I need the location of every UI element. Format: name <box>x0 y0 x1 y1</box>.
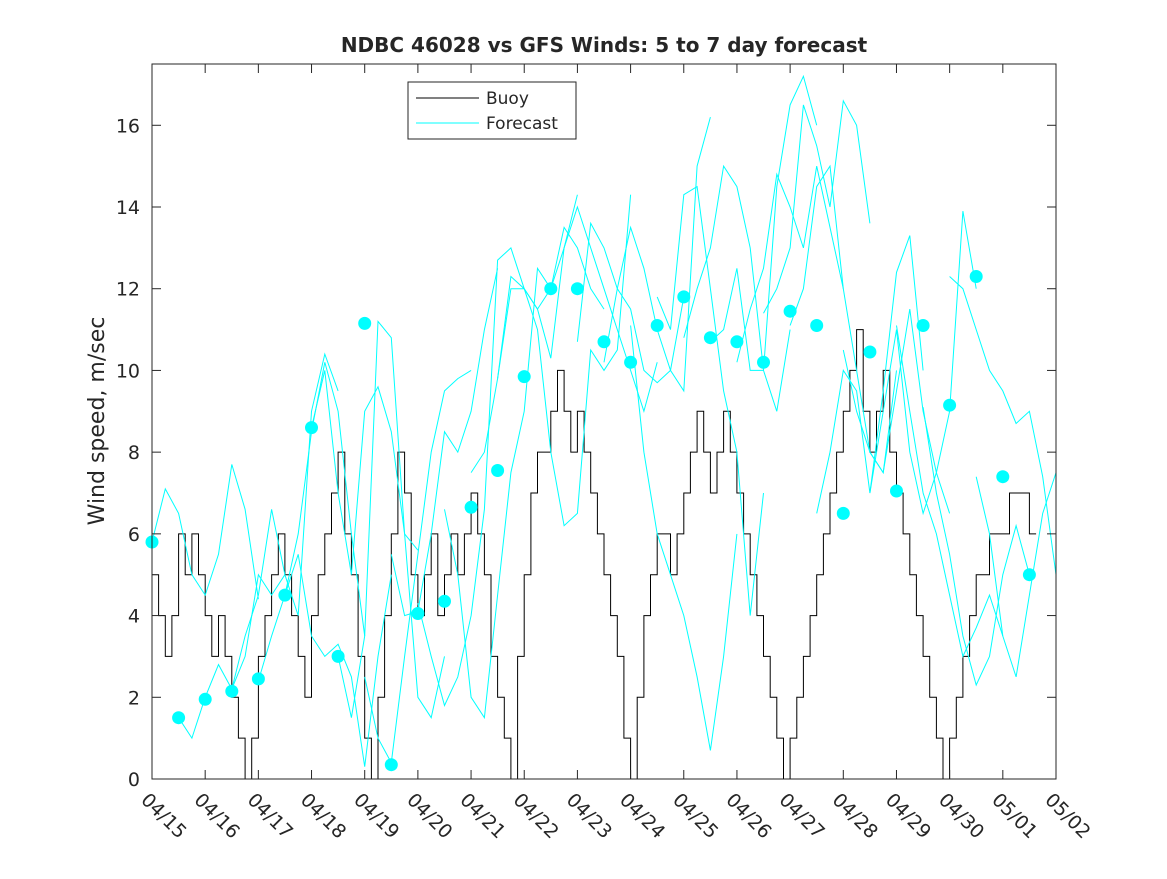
forecast-marker <box>943 398 957 412</box>
forecast-line-18 <box>656 185 764 616</box>
forecast-marker <box>358 316 372 330</box>
forecast-line-8 <box>390 268 499 617</box>
forecast-line-2 <box>231 352 339 690</box>
forecast-marker <box>863 345 877 359</box>
y-tick-label: 6 <box>128 524 140 546</box>
forecast-marker <box>198 692 212 706</box>
forecast-marker <box>757 355 770 369</box>
forecast-line-9 <box>417 247 525 707</box>
forecast-marker <box>650 319 664 332</box>
forecast-marker <box>730 335 744 349</box>
forecast-marker <box>783 304 797 318</box>
y-tick-label: 4 <box>128 606 140 628</box>
plot-frame <box>151 63 1057 780</box>
forecast-marker <box>1022 568 1036 582</box>
forecast-marker <box>969 270 983 283</box>
y-tick-label: 2 <box>128 687 140 709</box>
forecast-marker <box>570 282 584 296</box>
forecast-line-5 <box>311 370 419 575</box>
forecast-marker <box>597 335 611 349</box>
y-tick-label: 0 <box>128 769 140 791</box>
forecast-marker <box>251 672 265 686</box>
forecast-line-30 <box>975 472 1057 678</box>
forecast-line-6 <box>337 320 445 719</box>
forecast-line-22 <box>763 99 871 314</box>
y-axis: 0 2 4 6 8 10 12 14 16 <box>116 115 1056 791</box>
forecast-marker <box>305 421 318 435</box>
forecast-marker <box>544 282 558 296</box>
forecast-marker <box>438 594 451 608</box>
y-tick-label: 10 <box>116 360 140 382</box>
forecast-marker <box>411 607 425 620</box>
forecast-marker <box>890 484 903 498</box>
forecast-line-0 <box>151 464 259 600</box>
marker-layer <box>145 270 1036 772</box>
forecast-line-21 <box>736 165 844 363</box>
legend-label-buoy: Buoy <box>486 89 529 109</box>
forecast-marker <box>491 464 505 477</box>
forecast-line-20 <box>710 74 818 371</box>
forecast-marker <box>278 588 292 602</box>
plot-area <box>152 64 1056 779</box>
forecast-line-19 <box>683 164 791 412</box>
forecast-layer <box>151 74 1057 767</box>
forecast-marker <box>331 649 345 663</box>
forecast-line-7 <box>364 369 472 765</box>
forecast-line-14 <box>550 205 658 414</box>
y-tick-label: 16 <box>116 115 140 137</box>
forecast-line-28 <box>922 407 1030 687</box>
y-tick-label: 8 <box>128 442 140 464</box>
forecast-line-15 <box>576 221 685 384</box>
legend-label-forecast: Forecast <box>486 114 558 134</box>
forecast-marker <box>836 506 850 520</box>
forecast-marker <box>916 319 930 332</box>
legend-box <box>407 81 577 140</box>
forecast-line-25 <box>842 309 951 514</box>
forecast-line-29 <box>949 276 1057 575</box>
y-tick-label: 14 <box>116 197 140 219</box>
forecast-line-17 <box>630 325 738 751</box>
forecast-line-26 <box>869 211 977 516</box>
forecast-marker <box>703 331 717 345</box>
forecast-line-4 <box>284 554 392 767</box>
forecast-marker <box>384 758 398 772</box>
legend: Buoy Forecast <box>407 81 577 140</box>
forecast-line-27 <box>896 325 1004 658</box>
forecast-marker <box>810 319 824 332</box>
chart-title: NDBC 46028 vs GFS Winds: 5 to 7 day fore… <box>341 33 868 57</box>
forecast-line-13 <box>523 194 632 527</box>
forecast-marker <box>996 470 1010 484</box>
forecast-marker <box>464 500 478 514</box>
forecast-marker <box>225 684 239 698</box>
forecast-marker <box>172 711 186 725</box>
y-axis-label: Wind speed, m/sec <box>85 317 110 526</box>
forecast-marker <box>624 355 638 369</box>
forecast-marker <box>517 370 531 384</box>
forecast-marker <box>677 290 691 304</box>
y-tick-label: 12 <box>116 279 140 301</box>
